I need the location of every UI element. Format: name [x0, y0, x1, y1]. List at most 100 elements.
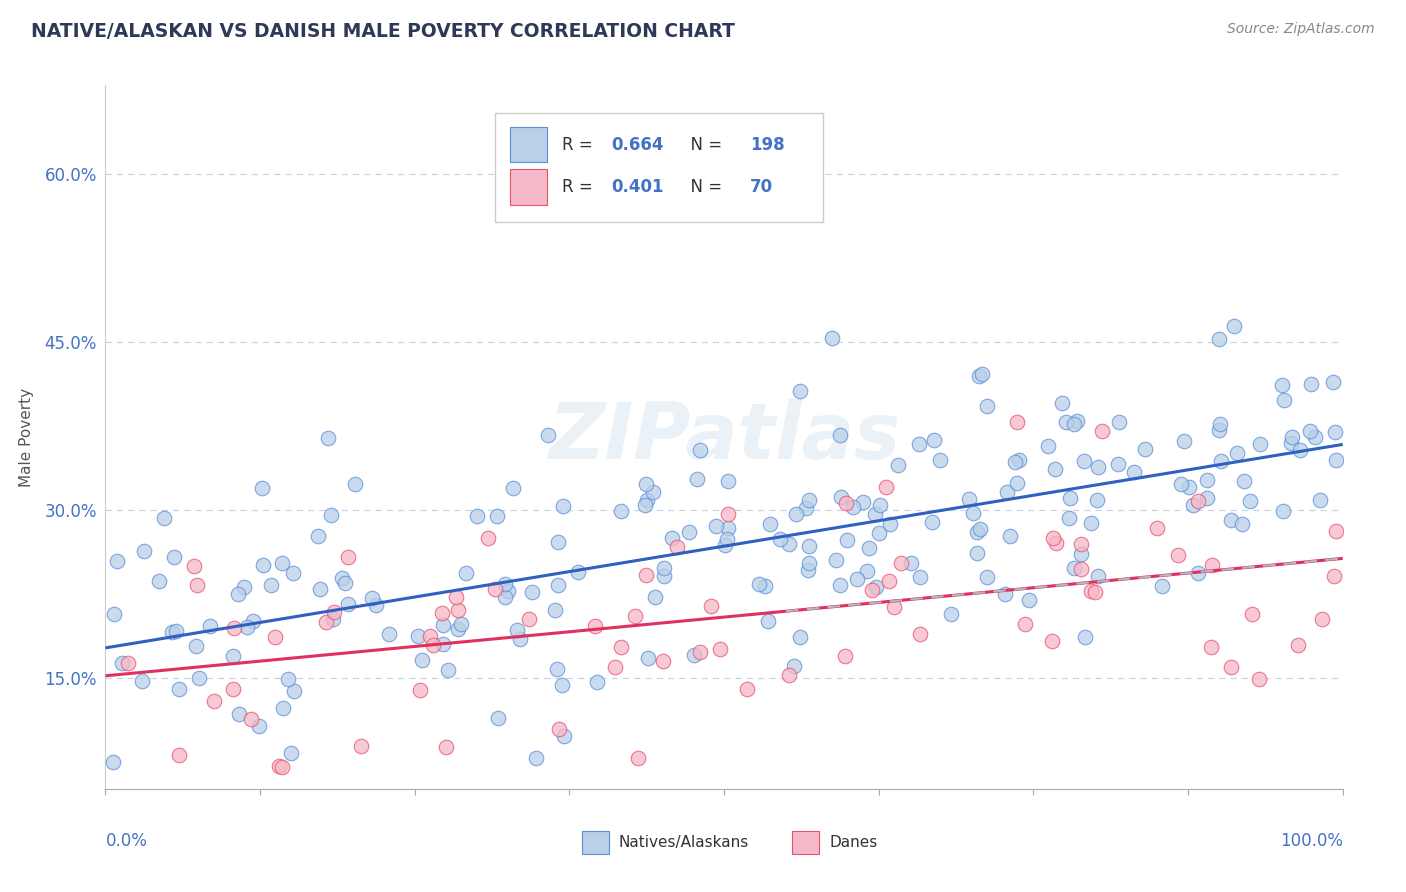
Text: R =: R = [562, 178, 598, 196]
Point [242, 614, 264, 628]
Text: 70: 70 [749, 178, 773, 196]
Point [1271, 377, 1294, 392]
Point [834, 648, 856, 663]
Point [224, 621, 246, 635]
Point [226, 586, 249, 600]
Point [1178, 480, 1201, 494]
Point [717, 475, 740, 489]
Point [939, 607, 962, 621]
Point [411, 653, 433, 667]
Point [336, 550, 359, 565]
Point [162, 550, 184, 565]
Point [235, 620, 257, 634]
Point [1195, 491, 1218, 505]
Point [834, 496, 856, 510]
Point [709, 642, 731, 657]
Point [714, 538, 737, 552]
Point [260, 577, 283, 591]
Point [1074, 631, 1097, 645]
Point [232, 580, 254, 594]
Point [502, 481, 524, 495]
Point [1073, 454, 1095, 468]
Point [900, 556, 922, 570]
Point [520, 584, 543, 599]
Point [835, 533, 858, 547]
Point [634, 477, 657, 491]
Point [1324, 524, 1347, 538]
Point [858, 541, 880, 555]
Point [434, 739, 457, 754]
Point [908, 437, 931, 451]
Point [280, 747, 302, 761]
Point [252, 558, 274, 573]
Point [1050, 396, 1073, 410]
Point [842, 500, 865, 514]
Point [222, 682, 245, 697]
Point [877, 574, 900, 589]
Point [200, 618, 222, 632]
Point [1220, 659, 1243, 673]
Point [1233, 474, 1256, 488]
Point [1230, 517, 1253, 532]
Point [717, 521, 740, 535]
Point [111, 656, 134, 670]
Text: 0.401: 0.401 [612, 178, 664, 196]
Point [551, 677, 574, 691]
Point [1323, 569, 1346, 583]
Point [132, 544, 155, 558]
Point [921, 515, 943, 529]
Point [652, 569, 675, 583]
Point [546, 662, 568, 676]
Point [868, 525, 890, 540]
Text: 100.0%: 100.0% [1279, 831, 1343, 850]
Point [605, 660, 627, 674]
Point [1249, 436, 1271, 450]
Text: NATIVE/ALASKAN VS DANISH MALE POVERTY CORRELATION CHART: NATIVE/ALASKAN VS DANISH MALE POVERTY CO… [31, 22, 735, 41]
Point [1324, 453, 1347, 467]
Point [1173, 434, 1195, 449]
Point [1036, 439, 1059, 453]
Point [509, 632, 531, 647]
Point [1303, 430, 1326, 444]
Point [797, 539, 820, 553]
Point [350, 739, 373, 753]
Point [1014, 617, 1036, 632]
Point [637, 651, 659, 665]
Point [105, 554, 128, 568]
Point [1322, 375, 1344, 389]
Point [103, 607, 125, 622]
Point [910, 569, 932, 583]
Point [332, 571, 354, 585]
Point [276, 672, 298, 686]
Point [1309, 493, 1331, 508]
FancyBboxPatch shape [792, 831, 820, 854]
Point [524, 751, 547, 765]
Point [1208, 423, 1230, 437]
Point [344, 477, 367, 491]
Point [307, 529, 329, 543]
Point [717, 507, 740, 521]
Point [183, 559, 205, 574]
Point [865, 580, 887, 594]
Point [966, 524, 988, 539]
Point [366, 599, 388, 613]
Point [1211, 454, 1233, 468]
Text: R =: R = [562, 136, 598, 153]
Point [283, 683, 305, 698]
Point [966, 546, 988, 560]
Point [336, 597, 359, 611]
Point [1070, 537, 1092, 551]
Point [432, 618, 454, 632]
Point [167, 748, 190, 763]
Point [1208, 332, 1230, 346]
Point [624, 608, 647, 623]
Point [486, 509, 509, 524]
Point [883, 599, 905, 614]
Point [419, 629, 441, 643]
Point [1281, 430, 1303, 444]
Point [101, 756, 124, 770]
Point [1107, 458, 1129, 472]
Point [281, 566, 304, 580]
Point [1135, 442, 1157, 456]
Text: ZIPatlas: ZIPatlas [548, 399, 900, 475]
